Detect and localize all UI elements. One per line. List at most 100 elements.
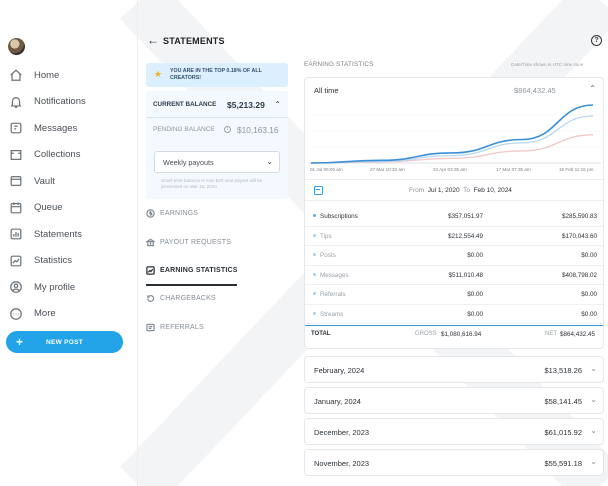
period-select[interactable]: All time	[314, 86, 339, 95]
chevron-down-icon: ⌄	[590, 426, 597, 435]
row-gross: $0.00	[467, 310, 483, 318]
dollar-icon	[146, 208, 155, 218]
table-row[interactable]: Referrals $0.00 $0.00	[305, 285, 603, 305]
table-row[interactable]: Posts $0.00 $0.00	[305, 246, 603, 266]
chevron-down-icon: ⌄	[266, 157, 273, 166]
tab-referrals[interactable]: REFERRALS	[146, 316, 288, 338]
star-icon: ★	[154, 69, 163, 79]
page-title: STATEMENTS	[163, 36, 225, 46]
tab-label: CHARGEBACKS	[160, 294, 216, 302]
gross-label: GROSS	[415, 331, 437, 337]
range-to: Feb 10, 2024	[473, 187, 512, 194]
balance-panel: CURRENT BALANCE $5,213.29 ⌃ PENDING BALA…	[146, 91, 288, 199]
table-row[interactable]: Subscriptions $357,051.97 $285,590.83	[305, 207, 603, 227]
active-tab-indicator	[146, 284, 237, 286]
month-name: February, 2024	[314, 366, 365, 375]
home-icon	[10, 69, 22, 82]
calendar-icon[interactable]	[314, 186, 323, 195]
payout-frequency-value: Weekly payouts	[163, 158, 214, 167]
tab-earning-statistics[interactable]: EARNING STATISTICS	[146, 259, 288, 281]
sidebar-item-statements[interactable]: Statements	[0, 221, 138, 248]
row-gross: $511,010.48	[448, 271, 483, 279]
x-tick-label: 22 Apr 03:35 am	[433, 167, 467, 172]
date-range-text: From Jul 1, 2020 To Feb 10, 2024	[409, 187, 512, 194]
row-gross: $357,051.97	[447, 213, 483, 220]
month-value: $58,141.45	[544, 397, 582, 406]
timezone-note: Date/Time shown in UTC time zone	[511, 62, 584, 67]
row-net: $0.00	[581, 291, 597, 298]
sidebar-item-label: Statistics	[34, 255, 73, 267]
row-net: $0.00	[581, 310, 597, 318]
row-name: Subscriptions	[320, 213, 358, 220]
vault-icon	[10, 176, 22, 187]
message-icon	[10, 122, 22, 134]
month-value: $13,518.26	[544, 366, 582, 375]
tab-label: EARNING STATISTICS	[160, 266, 238, 274]
top-creator-text: YOU ARE IN THE TOP 0.18% OF ALL CREATORS…	[170, 68, 262, 81]
x-tick-label: 27 Mar 10:32 am	[370, 167, 405, 172]
row-gross: $212,554.49	[447, 232, 483, 240]
sidebar-item-label: Notifications	[34, 96, 86, 108]
back-arrow-icon[interactable]: ←	[147, 33, 159, 47]
table-row[interactable]: Messages $511,010.48 $408,798.02	[305, 266, 603, 285]
month-value: $61,015.92	[544, 428, 582, 437]
sidebar-item-queue[interactable]: Queue	[0, 195, 138, 222]
row-name: Tips	[320, 232, 332, 240]
month-row[interactable]: December, 2023 $61,015.92 ⌄	[304, 418, 604, 445]
sidebar-item-home[interactable]: Home	[0, 62, 138, 89]
row-gross: $0.00	[467, 252, 483, 259]
sidebar-nav: Home Notifications Messages Collections …	[0, 62, 138, 327]
row-name: Referrals	[320, 291, 346, 298]
tab-label: REFERRALS	[160, 323, 204, 331]
bank-icon	[146, 238, 155, 246]
sidebar-item-collections[interactable]: Collections	[0, 142, 138, 169]
sidebar-item-more[interactable]: More	[0, 301, 138, 328]
tab-payout-requests[interactable]: PAYOUT REQUESTS	[146, 231, 288, 253]
pending-balance-value: $10,163.16	[237, 125, 279, 135]
net-total: $864,432.45	[560, 331, 596, 338]
sidebar-item-label: Vault	[34, 175, 55, 187]
chart-icon	[146, 265, 155, 275]
month-name: November, 2023	[314, 459, 370, 468]
new-post-button[interactable]: + NEW POST	[6, 331, 123, 353]
sidebar-item-label: Queue	[34, 202, 63, 214]
sidebar-item-vault[interactable]: Vault	[0, 168, 138, 195]
sidebar-item-label: My profile	[34, 281, 76, 293]
month-row[interactable]: January, 2024 $58,141.45 ⌄	[304, 387, 604, 414]
series-line	[310, 115, 594, 164]
info-icon[interactable]: i	[224, 126, 231, 133]
table-row[interactable]: Tips $212,554.49 $170,043.60	[305, 227, 603, 246]
sidebar-item-notifications[interactable]: Notifications	[0, 89, 138, 116]
avatar[interactable]	[8, 38, 25, 55]
tab-label: EARNINGS	[160, 209, 199, 217]
sidebar-item-messages[interactable]: Messages	[0, 115, 138, 142]
chevron-up-icon[interactable]: ⌃	[274, 100, 281, 109]
sidebar-item-my-profile[interactable]: My profile	[0, 274, 138, 301]
period-total: $864,432.45	[514, 86, 556, 95]
profile-icon	[10, 281, 22, 294]
total-label: TOTAL	[311, 331, 331, 337]
month-name: December, 2023	[314, 428, 370, 437]
net-label: NET	[545, 331, 557, 337]
sidebar-item-statistics[interactable]: Statistics	[0, 248, 138, 275]
help-icon[interactable]: ?	[591, 35, 602, 46]
tab-earnings[interactable]: EARNINGS	[146, 202, 288, 224]
row-name: Streams	[320, 310, 344, 318]
current-balance-label: CURRENT BALANCE	[153, 101, 217, 108]
table-row[interactable]: Streams $0.00 $0.00	[305, 305, 603, 324]
month-row[interactable]: February, 2024 $13,518.26 ⌄	[304, 356, 604, 383]
collections-icon	[10, 149, 22, 160]
statements-icon	[10, 228, 22, 240]
row-net: $408,798.02	[561, 271, 597, 279]
tab-chargebacks[interactable]: CHARGEBACKS	[146, 287, 288, 309]
month-row[interactable]: November, 2023 $55,591.18 ⌄	[304, 449, 604, 476]
payout-frequency-select[interactable]: Weekly payouts ⌄	[154, 151, 280, 173]
page-header: ← STATEMENTS ?	[139, 30, 608, 52]
date-range-picker[interactable]: From Jul 1, 2020 To Feb 10, 2024	[305, 179, 603, 201]
total-row: TOTAL GROSS $1,080,616.94 NET $864,432.4…	[305, 325, 603, 343]
earning-statistics-card: All time $864,432.45 ⌃ 01 Jul 06:00 am 2…	[304, 77, 604, 349]
plus-icon: +	[16, 335, 24, 349]
bullet-icon	[313, 311, 316, 315]
payout-note: Small print balance is now $20 next payo…	[161, 178, 263, 189]
chevron-up-icon[interactable]: ⌃	[589, 84, 596, 93]
